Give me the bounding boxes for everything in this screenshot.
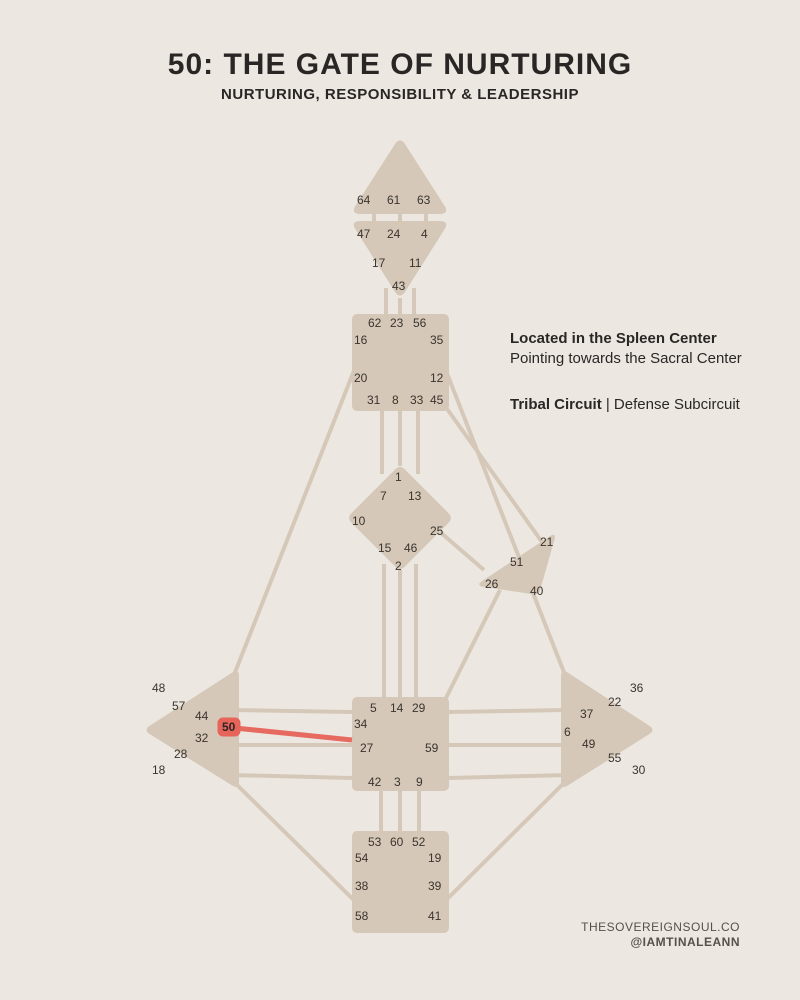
svg-text:21: 21 [540, 535, 554, 549]
svg-text:36: 36 [630, 681, 644, 695]
svg-text:60: 60 [390, 835, 404, 849]
svg-text:46: 46 [404, 541, 418, 555]
svg-text:4: 4 [421, 227, 428, 241]
svg-text:6: 6 [564, 725, 571, 739]
svg-text:24: 24 [387, 227, 401, 241]
svg-text:9: 9 [416, 775, 423, 789]
svg-text:14: 14 [390, 701, 404, 715]
svg-text:38: 38 [355, 879, 369, 893]
svg-text:17: 17 [372, 256, 386, 270]
svg-text:7: 7 [380, 489, 387, 503]
svg-text:29: 29 [412, 701, 426, 715]
svg-text:44: 44 [195, 709, 209, 723]
svg-text:34: 34 [354, 717, 368, 731]
svg-text:35: 35 [430, 333, 444, 347]
svg-text:57: 57 [172, 699, 186, 713]
svg-text:18: 18 [152, 763, 166, 777]
svg-text:15: 15 [378, 541, 392, 555]
svg-text:11: 11 [409, 256, 422, 270]
svg-text:8: 8 [392, 393, 399, 407]
svg-text:61: 61 [387, 193, 401, 207]
bodygraph-diagram: 50 6461634724417114362235616352012318334… [0, 0, 800, 1000]
svg-text:53: 53 [368, 835, 382, 849]
svg-text:19: 19 [428, 851, 442, 865]
svg-text:39: 39 [428, 879, 442, 893]
svg-text:28: 28 [174, 747, 188, 761]
svg-text:10: 10 [352, 514, 366, 528]
svg-text:40: 40 [530, 584, 544, 598]
svg-text:43: 43 [392, 279, 406, 293]
svg-text:55: 55 [608, 751, 622, 765]
svg-text:13: 13 [408, 489, 422, 503]
svg-text:51: 51 [510, 555, 524, 569]
svg-text:33: 33 [410, 393, 424, 407]
svg-text:2: 2 [395, 559, 402, 573]
svg-text:32: 32 [195, 731, 209, 745]
svg-text:22: 22 [608, 695, 622, 709]
svg-text:20: 20 [354, 371, 368, 385]
svg-text:63: 63 [417, 193, 431, 207]
svg-text:47: 47 [357, 227, 371, 241]
svg-text:52: 52 [412, 835, 426, 849]
svg-text:48: 48 [152, 681, 166, 695]
svg-text:31: 31 [367, 393, 381, 407]
svg-text:49: 49 [582, 737, 596, 751]
svg-text:23: 23 [390, 316, 404, 330]
svg-text:62: 62 [368, 316, 382, 330]
svg-text:12: 12 [430, 371, 444, 385]
svg-text:54: 54 [355, 851, 369, 865]
svg-text:27: 27 [360, 741, 374, 755]
svg-text:64: 64 [357, 193, 371, 207]
svg-text:59: 59 [425, 741, 439, 755]
svg-text:58: 58 [355, 909, 369, 923]
svg-text:1: 1 [395, 470, 402, 484]
svg-text:41: 41 [428, 909, 442, 923]
svg-text:42: 42 [368, 775, 382, 789]
svg-text:5: 5 [370, 701, 377, 715]
svg-text:16: 16 [354, 333, 368, 347]
svg-text:50: 50 [222, 720, 236, 734]
svg-text:45: 45 [430, 393, 444, 407]
svg-text:56: 56 [413, 316, 427, 330]
svg-text:26: 26 [485, 577, 499, 591]
svg-text:37: 37 [580, 707, 594, 721]
svg-text:3: 3 [394, 775, 401, 789]
svg-text:25: 25 [430, 524, 444, 538]
svg-text:30: 30 [632, 763, 646, 777]
